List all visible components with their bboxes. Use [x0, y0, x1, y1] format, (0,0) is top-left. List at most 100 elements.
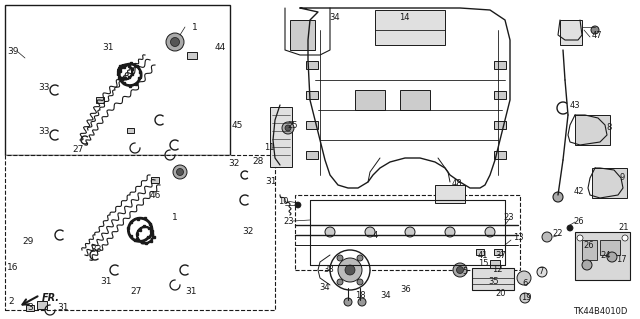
Circle shape: [622, 235, 628, 241]
Circle shape: [591, 26, 599, 34]
Text: 27: 27: [130, 287, 141, 296]
Circle shape: [325, 227, 335, 237]
Bar: [290, 20, 315, 50]
Circle shape: [337, 255, 343, 261]
Circle shape: [338, 258, 362, 282]
Bar: [494, 249, 502, 255]
Text: 45: 45: [232, 121, 243, 130]
Bar: [490, 260, 500, 268]
Text: 29: 29: [22, 238, 33, 247]
Bar: [306, 61, 318, 69]
Bar: [472, 268, 514, 290]
Circle shape: [517, 271, 531, 285]
Text: TK44B4010D: TK44B4010D: [573, 308, 627, 316]
Circle shape: [365, 227, 375, 237]
Bar: [306, 91, 318, 99]
Circle shape: [337, 279, 343, 285]
Bar: [494, 121, 506, 129]
Bar: [306, 121, 318, 129]
Text: 48: 48: [452, 179, 463, 188]
Text: 32: 32: [228, 159, 239, 167]
Text: 44: 44: [215, 43, 227, 53]
Circle shape: [405, 227, 415, 237]
Text: 34: 34: [319, 284, 330, 293]
Text: 36: 36: [400, 286, 411, 294]
Text: 17: 17: [616, 256, 627, 264]
Text: 33: 33: [38, 128, 49, 137]
Text: 27: 27: [72, 145, 83, 154]
Bar: [306, 151, 318, 159]
Bar: [435, 185, 465, 203]
Circle shape: [358, 298, 366, 306]
Bar: [270, 107, 292, 167]
Text: 7: 7: [538, 268, 543, 277]
Text: 34: 34: [380, 291, 390, 300]
Bar: [187, 52, 197, 59]
Bar: [494, 151, 506, 159]
Text: 41: 41: [478, 250, 488, 259]
Text: 34: 34: [329, 13, 340, 23]
Text: 23: 23: [503, 213, 514, 222]
Circle shape: [166, 33, 184, 51]
Text: 39: 39: [7, 48, 19, 56]
Text: 12: 12: [492, 264, 502, 273]
Text: 1: 1: [172, 212, 178, 221]
Circle shape: [582, 260, 592, 270]
Text: 5: 5: [462, 268, 467, 277]
Text: 15: 15: [478, 258, 488, 268]
Text: 42: 42: [574, 188, 584, 197]
Circle shape: [177, 168, 184, 175]
Text: 21: 21: [618, 222, 628, 232]
Circle shape: [173, 165, 187, 179]
Bar: [96, 97, 104, 103]
Circle shape: [445, 227, 455, 237]
Text: 31: 31: [57, 302, 68, 311]
Bar: [400, 90, 430, 110]
Text: 31: 31: [185, 287, 196, 296]
Text: 31: 31: [100, 278, 111, 286]
Text: 22: 22: [552, 229, 563, 239]
Circle shape: [357, 255, 363, 261]
Circle shape: [345, 265, 355, 275]
Text: 2: 2: [8, 298, 13, 307]
Text: 4: 4: [373, 231, 378, 240]
Bar: [355, 90, 385, 110]
Text: 23: 23: [283, 217, 294, 226]
Circle shape: [577, 235, 583, 241]
Bar: [476, 249, 484, 255]
Text: 31: 31: [102, 42, 113, 51]
Bar: [127, 128, 134, 133]
Text: 38: 38: [323, 264, 333, 273]
Text: 43: 43: [570, 101, 580, 110]
Bar: [37, 301, 47, 309]
Circle shape: [330, 250, 370, 290]
Text: 16: 16: [7, 263, 19, 272]
Text: 6: 6: [522, 278, 527, 287]
Circle shape: [357, 279, 363, 285]
Circle shape: [344, 298, 352, 306]
Text: 32: 32: [242, 227, 253, 236]
Bar: [575, 232, 630, 280]
Text: 14: 14: [399, 13, 410, 23]
Circle shape: [282, 122, 294, 134]
Text: 37: 37: [495, 250, 506, 259]
Text: 10: 10: [278, 197, 289, 205]
Bar: [600, 240, 620, 255]
Circle shape: [579, 245, 585, 251]
Text: 3: 3: [27, 302, 33, 311]
Text: 47: 47: [592, 31, 603, 40]
Bar: [375, 10, 445, 45]
Text: 13: 13: [513, 234, 524, 242]
Circle shape: [537, 267, 547, 277]
Text: FR.: FR.: [42, 293, 60, 303]
Text: 11: 11: [264, 144, 275, 152]
Text: 9: 9: [620, 174, 625, 182]
Circle shape: [295, 202, 301, 208]
Text: 19: 19: [521, 293, 531, 302]
Text: 24: 24: [600, 250, 611, 259]
Text: 46: 46: [150, 191, 161, 201]
Text: 18: 18: [355, 291, 365, 300]
Bar: [5, 155, 275, 310]
Bar: [5, 5, 230, 155]
Circle shape: [453, 263, 467, 277]
